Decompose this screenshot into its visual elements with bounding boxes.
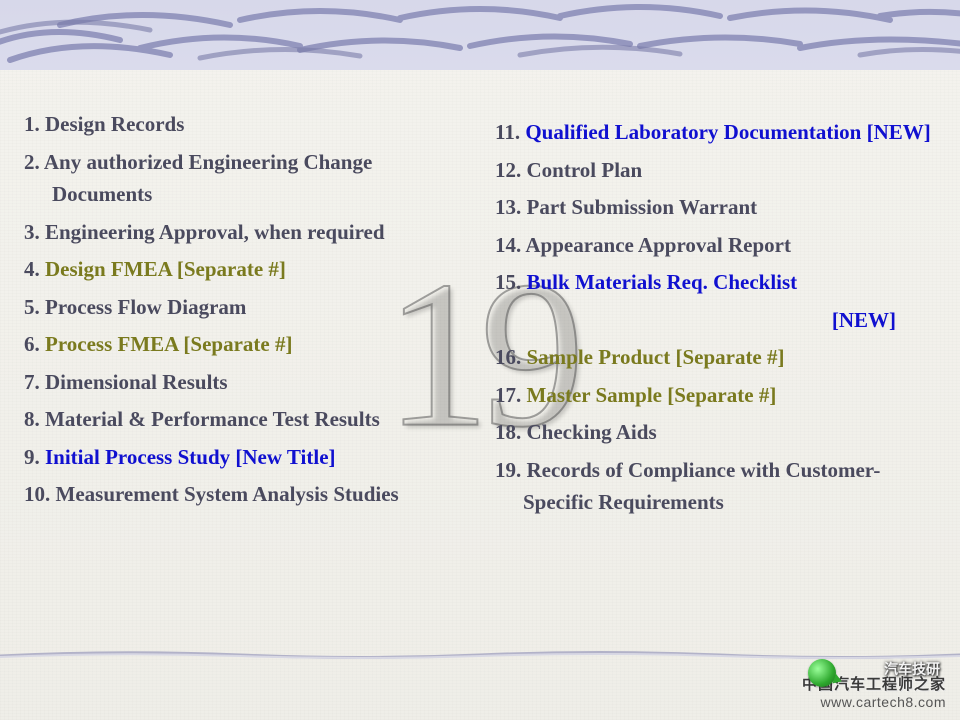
item-number: 3.	[24, 220, 45, 244]
item-number: 4.	[24, 257, 45, 281]
list-columns: 1. Design Records2. Any authorized Engin…	[24, 108, 936, 524]
item-text: Design FMEA [Separate #]	[45, 257, 286, 281]
item-text: Records of Compliance with Customer-Spec…	[523, 458, 880, 515]
item-number: 9.	[24, 445, 45, 469]
list-item: 18. Checking Aids	[495, 416, 936, 449]
item-trailing-new: [NEW]	[495, 304, 936, 337]
item-text: Appearance Approval Report	[525, 233, 791, 257]
item-number: 16.	[495, 345, 527, 369]
item-number: 11.	[495, 120, 525, 144]
wechat-icon	[808, 659, 836, 687]
item-text: Material & Performance Test Results	[45, 407, 380, 431]
list-item: 10. Measurement System Analysis Studies	[24, 478, 465, 511]
decorative-top-band	[0, 0, 960, 70]
list-item: 17. Master Sample [Separate #]	[495, 379, 936, 412]
item-number: 15.	[495, 270, 527, 294]
list-item: 14. Appearance Approval Report	[495, 229, 936, 262]
item-number: 8.	[24, 407, 45, 431]
list-item: 19. Records of Compliance with Customer-…	[495, 454, 936, 519]
item-number: 10.	[24, 482, 56, 506]
item-number: 1.	[24, 112, 45, 136]
item-number: 19.	[495, 458, 527, 482]
list-item: 2. Any authorized Engineering Change Doc…	[24, 146, 465, 211]
list-item: 8. Material & Performance Test Results	[24, 403, 465, 436]
list-item: 7. Dimensional Results	[24, 366, 465, 399]
list-item: 3. Engineering Approval, when required	[24, 216, 465, 249]
item-number: 17.	[495, 383, 527, 407]
item-number: 14.	[495, 233, 525, 257]
item-text: Qualified Laboratory Documentation [NEW]	[525, 120, 930, 144]
item-text: Process Flow Diagram	[45, 295, 246, 319]
item-text: Any authorized Engineering Change Docume…	[44, 150, 372, 207]
list-item: 13. Part Submission Warrant	[495, 191, 936, 224]
list-item: 1. Design Records	[24, 108, 465, 141]
item-text: Master Sample [Separate #]	[527, 383, 777, 407]
list-item: 15. Bulk Materials Req. Checklist	[495, 266, 936, 299]
list-item: 11. Qualified Laboratory Documentation […	[495, 116, 936, 149]
item-number: 18.	[495, 420, 527, 444]
item-text: Control Plan	[527, 158, 643, 182]
item-text: Checking Aids	[527, 420, 657, 444]
item-number: 6.	[24, 332, 45, 356]
item-number: 7.	[24, 370, 45, 394]
item-text: Part Submission Warrant	[527, 195, 758, 219]
left-column: 1. Design Records2. Any authorized Engin…	[24, 108, 465, 524]
list-item: 16. Sample Product [Separate #]	[495, 341, 936, 374]
list-item: 6. Process FMEA [Separate #]	[24, 328, 465, 361]
item-text: Initial Process Study [New Title]	[45, 445, 336, 469]
item-new-tag: [NEW]	[832, 308, 896, 332]
footer-line2: www.cartech8.com	[802, 694, 946, 710]
item-text: Process FMEA [Separate #]	[45, 332, 292, 356]
item-text: Sample Product [Separate #]	[527, 345, 785, 369]
list-item: 12. Control Plan	[495, 154, 936, 187]
footer-watermark: 汽车技研 中国汽车工程师之家 www.cartech8.com	[802, 673, 946, 710]
list-item: 9. Initial Process Study [New Title]	[24, 441, 465, 474]
item-number: 2.	[24, 150, 44, 174]
item-text: Measurement System Analysis Studies	[56, 482, 399, 506]
item-number: 13.	[495, 195, 527, 219]
list-item: 4. Design FMEA [Separate #]	[24, 253, 465, 286]
item-number: 5.	[24, 295, 45, 319]
item-text: Engineering Approval, when required	[45, 220, 385, 244]
footer-tag: 汽车技研	[884, 659, 940, 679]
list-item: 5. Process Flow Diagram	[24, 291, 465, 324]
item-text: Design Records	[45, 112, 184, 136]
brush-strokes	[0, 0, 960, 70]
item-text: Dimensional Results	[45, 370, 228, 394]
item-number: 12.	[495, 158, 527, 182]
item-text: Bulk Materials Req. Checklist	[527, 270, 798, 294]
right-column: 11. Qualified Laboratory Documentation […	[495, 108, 936, 524]
